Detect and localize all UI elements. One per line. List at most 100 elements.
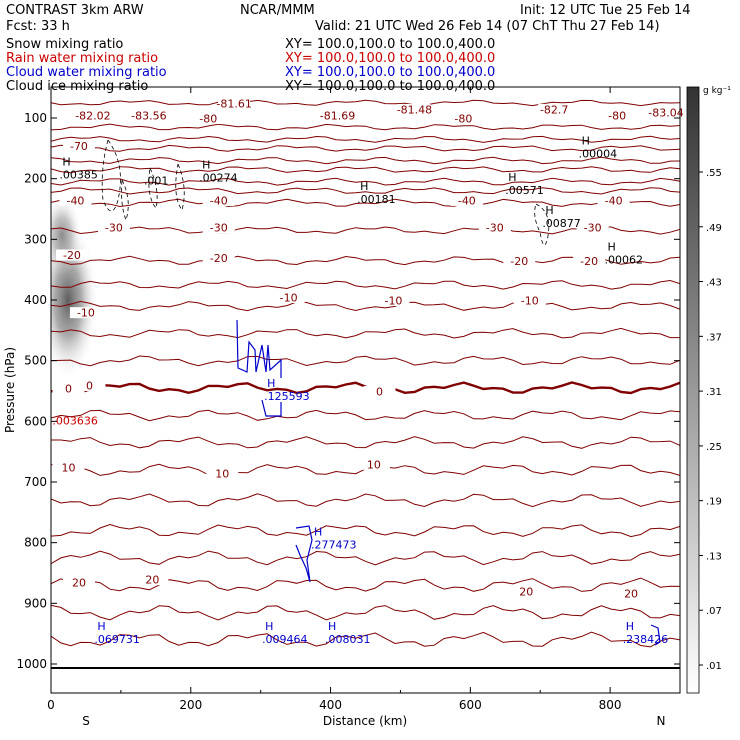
temperature-label: -30 xyxy=(584,222,602,235)
temperature-contour xyxy=(51,123,680,131)
temperature-contour xyxy=(51,198,680,208)
temperature-contour xyxy=(51,279,680,290)
extremum-marker: H xyxy=(626,620,634,633)
temperature-contour xyxy=(51,300,680,312)
contour-label-bg xyxy=(59,194,92,206)
temperature-contour xyxy=(51,409,680,422)
temperature-label: -40 xyxy=(605,194,623,207)
extremum-marker: H xyxy=(608,241,616,254)
colorbar-tick-label: .07 xyxy=(706,606,722,617)
temperature-label: 10 xyxy=(367,458,381,471)
contour-label-bg xyxy=(478,222,511,234)
colorbar-tick-label: .01 xyxy=(706,661,722,672)
extremum-value: .238426 xyxy=(623,633,669,646)
contour-label-bg xyxy=(272,292,305,303)
temperature-label: 20 xyxy=(145,574,159,587)
contour-label-bg xyxy=(62,140,95,152)
extremum-marker: H xyxy=(62,156,70,169)
contour-label-bg xyxy=(357,458,390,470)
ice-contour xyxy=(121,179,129,222)
temperature-label: -30 xyxy=(105,222,123,235)
temperature-label: -10 xyxy=(384,295,402,308)
x-axis-label: Distance (km) xyxy=(323,714,407,728)
contour-label-bg xyxy=(377,295,410,307)
y-tick-label: 200 xyxy=(24,172,47,186)
temperature-contour xyxy=(51,156,680,165)
extremum-marker: H xyxy=(314,526,322,539)
x-tick-label: 800 xyxy=(599,698,622,712)
contour-label-bg xyxy=(69,307,102,319)
y-tick-label: 900 xyxy=(24,596,47,610)
temperature-contour xyxy=(51,631,680,648)
extremum-value: .00385 xyxy=(59,169,98,182)
x-tick-label: 0 xyxy=(47,698,55,712)
extremum-marker: H xyxy=(265,620,273,633)
temperature-contour xyxy=(51,166,680,174)
colorbar-tick-label: .13 xyxy=(706,551,722,562)
contour-label-bg xyxy=(601,110,634,121)
contour-label-bg xyxy=(510,586,543,598)
extremum-value: .009464 xyxy=(262,633,308,646)
legend-rain-name: Rain water mixing ratio xyxy=(6,51,159,66)
temperature-label: -20 xyxy=(510,255,528,268)
contour-label-bg xyxy=(398,103,431,115)
contour-label-bg xyxy=(503,255,536,267)
temperature-label: -82.7 xyxy=(540,103,568,116)
extremum-marker: H xyxy=(545,204,553,217)
extremum-value: .00877 xyxy=(542,217,581,230)
temperature-contour xyxy=(51,604,680,621)
extremum-marker: H xyxy=(267,377,275,390)
temperature-label: -10 xyxy=(77,307,95,320)
temperature-label: 10 xyxy=(215,467,229,480)
temperature-label: 0 xyxy=(376,386,383,399)
temperature-contour xyxy=(51,144,680,152)
extremum-marker: H xyxy=(360,180,368,193)
temperature-contour xyxy=(51,436,680,449)
contour-label-bg xyxy=(97,222,130,234)
title: CONTRAST 3km ARW xyxy=(6,3,144,18)
extremum-value: .00062 xyxy=(605,254,644,267)
contour-label-bg xyxy=(450,194,483,206)
contour-label-bg xyxy=(76,110,109,121)
temperature-contour xyxy=(51,187,680,195)
contour-label-bg xyxy=(576,222,609,234)
extremum-value: .00274 xyxy=(199,172,238,185)
cloud-water-contour xyxy=(650,624,661,646)
contour-label-bg xyxy=(321,110,354,121)
temperature-contour xyxy=(51,135,680,143)
contour-label-bg xyxy=(192,113,225,125)
temperature-label: -10 xyxy=(521,295,539,308)
legend-cloud-water-xy: XY= 100.0,100.0 to 100.0,400.0 xyxy=(285,65,496,80)
temperature-label: -80 xyxy=(454,113,472,126)
extremum-value: .00571 xyxy=(505,184,544,197)
extremum-marker: H xyxy=(508,171,516,184)
contour-label-bg xyxy=(73,379,106,391)
y-axis-label: Pressure (hPa) xyxy=(3,347,17,433)
temperature-contour xyxy=(51,226,680,235)
contour-label-bg xyxy=(52,461,85,473)
ice-contour xyxy=(101,139,121,212)
colorbar-tick-label: .19 xyxy=(706,497,722,508)
temperature-label: -20 xyxy=(210,252,228,265)
extremum-value: .277473 xyxy=(311,539,357,552)
temperature-label: -40 xyxy=(66,194,84,207)
contour-label-bg xyxy=(513,295,546,307)
ice-contour xyxy=(534,203,550,246)
colorbar-tick-label: .37 xyxy=(706,332,722,343)
cloud-water-contour xyxy=(295,525,313,583)
contour-label-bg xyxy=(132,110,165,121)
extremum-value: .003636 xyxy=(52,414,98,427)
temperature-contour xyxy=(51,355,680,367)
contour-label-bg xyxy=(447,113,480,125)
temperature-label: -80 xyxy=(608,110,626,123)
y-tick-label: 1000 xyxy=(16,657,47,671)
extremum-value: .00181 xyxy=(357,193,396,206)
x-tick-label: 600 xyxy=(459,698,482,712)
temperature-contour xyxy=(51,327,680,339)
valid-time: Valid: 21 UTC Wed 26 Feb 14 (07 ChT Thu … xyxy=(315,19,660,34)
temperature-label: 0 xyxy=(65,383,72,396)
temperature-label: 20 xyxy=(624,588,638,601)
temperature-label: -81.48 xyxy=(397,103,432,116)
extremum-value: .069731 xyxy=(94,633,140,646)
